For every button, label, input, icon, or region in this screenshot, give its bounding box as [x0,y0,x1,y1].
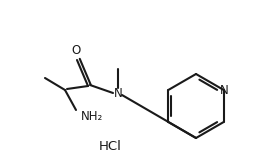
Text: N: N [219,83,228,96]
Text: O: O [71,44,80,56]
Text: NH₂: NH₂ [81,111,103,123]
Text: HCl: HCl [98,139,121,153]
Text: N: N [113,87,122,99]
